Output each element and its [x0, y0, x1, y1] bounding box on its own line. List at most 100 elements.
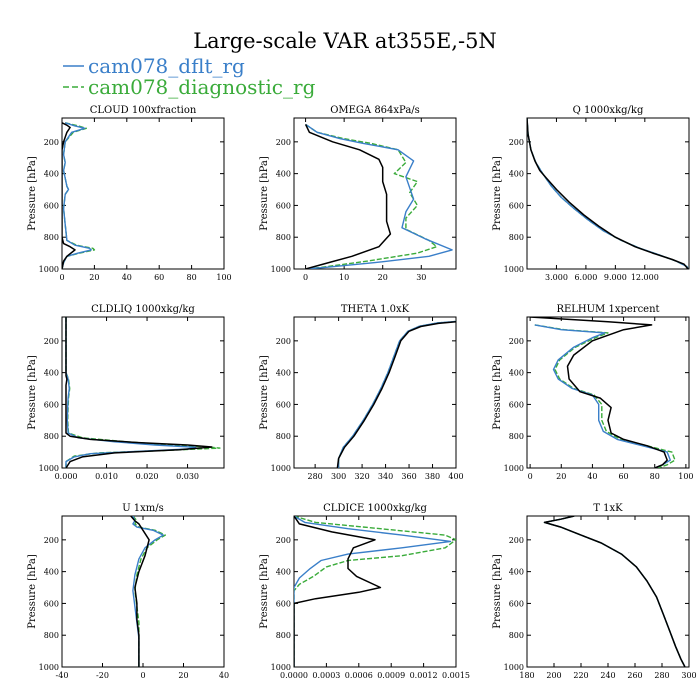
y-tick-label: 1000 [504, 464, 524, 473]
x-tick-label: 0.0006 [345, 671, 373, 680]
y-tick-label: 800 [509, 233, 524, 242]
x-tick-label: 40 [219, 671, 229, 680]
y-tick-label: 200 [509, 337, 524, 346]
panel-title: CLDICE 1000xkg/kg [323, 503, 427, 514]
plot-frame [526, 515, 690, 668]
series-line-green [305, 123, 438, 269]
y-tick-label: 1000 [271, 663, 291, 672]
x-tick-label: 0 [59, 273, 64, 282]
y-tick-label: 600 [276, 201, 291, 210]
y-tick-label: 1000 [39, 663, 59, 672]
series-line-blue [62, 122, 92, 269]
y-tick-label: 1000 [504, 265, 524, 274]
series-line-black [65, 317, 213, 468]
x-tick-label: 340 [378, 472, 393, 481]
x-tick-label: 10 [339, 273, 349, 282]
y-tick-label: 400 [276, 568, 291, 577]
y-axis-label: Pressure [hPa] [492, 554, 503, 629]
x-tick-label: -20 [96, 671, 109, 680]
x-tick-label: 9.000 [604, 273, 627, 282]
y-tick-label: 1000 [39, 265, 59, 274]
y-tick-label: 200 [44, 337, 59, 346]
y-tick-label: 200 [276, 337, 291, 346]
y-tick-label: 600 [44, 400, 59, 409]
y-tick-label: 1000 [504, 663, 524, 672]
x-tick-label: 20 [89, 273, 99, 282]
y-axis-label: Pressure [hPa] [259, 554, 270, 629]
y-tick-label: 600 [44, 201, 59, 210]
y-tick-label: 800 [276, 631, 291, 640]
x-tick-label: 60 [618, 472, 628, 481]
series-line-black [527, 118, 689, 269]
y-axis-label: Pressure [hPa] [259, 156, 270, 231]
y-tick-label: 800 [44, 233, 59, 242]
x-tick-label: 0 [140, 671, 145, 680]
x-tick-label: 40 [587, 472, 597, 481]
y-axis-label: Pressure [hPa] [27, 554, 38, 629]
x-tick-label: 300 [681, 671, 696, 680]
series-line-blue [527, 118, 689, 269]
y-tick-label: 200 [509, 536, 524, 545]
panel-title: RELHUM 1xpercent [556, 304, 659, 315]
plot-frame [526, 117, 690, 270]
x-tick-label: 0 [528, 472, 533, 481]
x-tick-label: 3.000 [545, 273, 568, 282]
series-line-black [304, 124, 392, 269]
series-line-black [530, 317, 668, 468]
plot-frame [293, 117, 457, 270]
y-axis-label: Pressure [hPa] [492, 156, 503, 231]
x-tick-label: 220 [573, 671, 588, 680]
figure-title: Large-scale VAR at355E,-5N [193, 29, 497, 53]
y-tick-label: 400 [276, 369, 291, 378]
series-line-green [62, 122, 96, 269]
plot-frame [526, 316, 690, 469]
y-tick-label: 200 [44, 138, 59, 147]
x-tick-label: 20 [378, 273, 388, 282]
y-tick-label: 600 [44, 599, 59, 608]
x-tick-label: 240 [600, 671, 615, 680]
legend-label-diagnostic: cam078_diagnostic_rg [88, 75, 316, 99]
series-line-black [543, 516, 686, 667]
y-tick-label: 400 [509, 170, 524, 179]
y-tick-label: 600 [276, 599, 291, 608]
y-axis-label: Pressure [hPa] [492, 355, 503, 430]
legend-label-dflt: cam078_dflt_rg [88, 54, 245, 78]
panel-title: OMEGA 864xPa/s [330, 105, 420, 116]
x-tick-label: 0.000 [55, 472, 78, 481]
x-tick-label: 0.010 [95, 472, 118, 481]
x-tick-label: 6.000 [574, 273, 597, 282]
series-line-blue [543, 516, 686, 667]
y-tick-label: 400 [44, 369, 59, 378]
series-line-green [294, 516, 456, 667]
x-tick-label: 280 [307, 472, 322, 481]
plot-frame [61, 316, 225, 469]
series-line-green [543, 516, 686, 667]
y-tick-label: 800 [44, 631, 59, 640]
y-tick-label: 400 [276, 170, 291, 179]
x-tick-label: 40 [122, 273, 132, 282]
x-tick-label: 280 [654, 671, 669, 680]
x-tick-label: 0.0009 [377, 671, 405, 680]
x-tick-label: 320 [354, 472, 369, 481]
panel-title: T 1xK [593, 503, 623, 514]
x-tick-label: 80 [187, 273, 197, 282]
x-tick-label: 0.0000 [280, 671, 308, 680]
panel-4: THETA 1.0xK Pressure [hPa] 200 400 600 800 100… [259, 304, 464, 481]
panel-7: CLDICE 1000xkg/kg Pressure [hPa] 200 400 600… [259, 503, 470, 680]
series-line-black [294, 516, 382, 667]
series-line-green [527, 118, 689, 269]
y-tick-label: 1000 [271, 265, 291, 274]
y-tick-label: 800 [44, 432, 59, 441]
y-tick-label: 400 [509, 568, 524, 577]
y-tick-label: 1000 [39, 464, 59, 473]
panel-2: Q 1000xkg/kg Pressure [hPa] 200 400 600 800 10… [492, 105, 690, 282]
panel-title: CLDLIQ 1000xkg/kg [91, 304, 195, 315]
y-axis-label: Pressure [hPa] [259, 355, 270, 430]
y-tick-label: 200 [44, 536, 59, 545]
y-axis-label: Pressure [hPa] [27, 156, 38, 231]
x-tick-label: 0.0015 [442, 671, 470, 680]
panel-title: THETA 1.0xK [341, 304, 410, 315]
